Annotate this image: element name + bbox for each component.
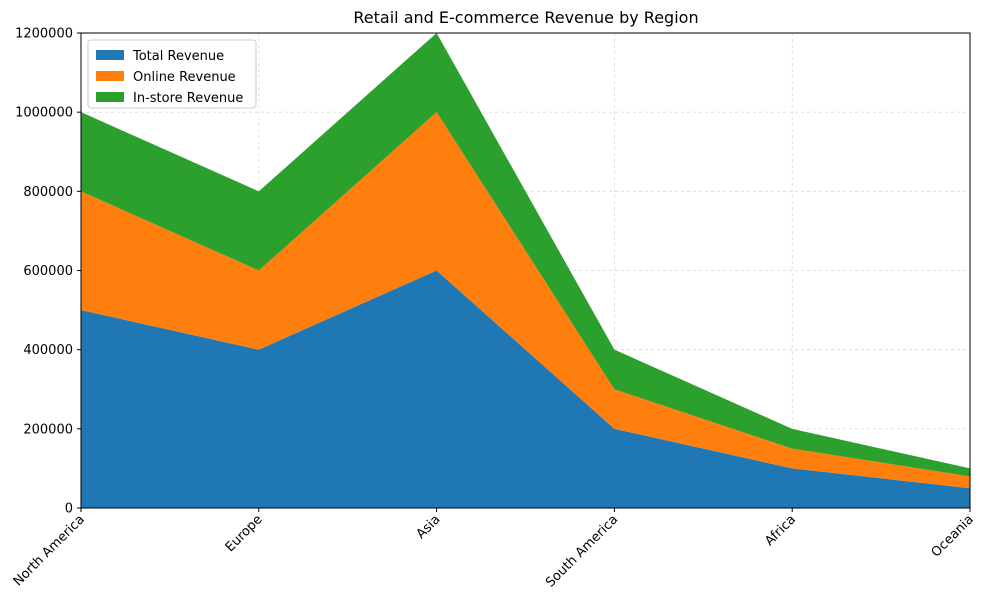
legend-swatch-in-store-revenue <box>96 92 124 102</box>
y-tick-label: 600000 <box>23 264 73 279</box>
area-in-store-revenue <box>81 33 970 477</box>
y-tick-label: 0 <box>65 502 73 517</box>
x-tick-label: North America <box>11 512 88 589</box>
legend-label-total-revenue: Total Revenue <box>132 49 224 64</box>
plot-area: 0 200000 400000 600000 800000 1000000 1200000 N… <box>11 27 977 591</box>
legend-box <box>87 39 257 109</box>
legend-swatch-total-revenue <box>96 50 124 60</box>
y-tick-label: 200000 <box>23 422 73 437</box>
area-total-revenue <box>81 270 970 508</box>
x-tick-label: South America <box>543 512 621 590</box>
legend-label-in-store-revenue: In-store Revenue <box>133 91 243 106</box>
legend-swatch-online-revenue <box>96 71 124 81</box>
y-tick-label: 800000 <box>23 185 73 200</box>
y-tick-label: 1000000 <box>15 106 73 121</box>
legend: Total Revenue Online Revenue In-store Reve… <box>87 39 257 109</box>
chart-title: Retail and E-commerce Revenue by Region <box>353 8 698 27</box>
y-tick-label: 400000 <box>23 343 73 358</box>
x-tick-label: Oceania <box>929 512 977 560</box>
y-tick-label: 1200000 <box>15 27 73 42</box>
area-online-revenue <box>81 112 970 489</box>
x-tick-label: Europe <box>223 512 266 555</box>
x-tick-label: Asia <box>414 512 444 542</box>
legend-label-online-revenue: Online Revenue <box>133 70 236 85</box>
x-tick-label: Africa <box>762 512 799 549</box>
